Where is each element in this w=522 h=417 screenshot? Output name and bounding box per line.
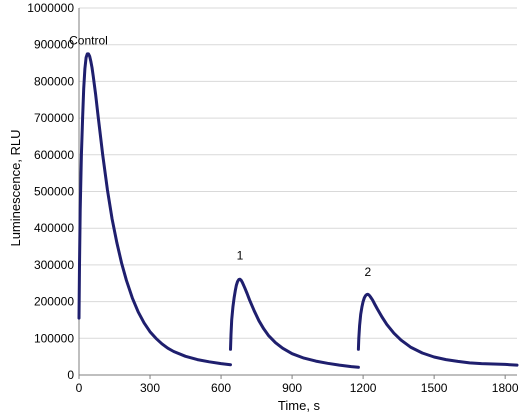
y-tick-label: 0 — [67, 368, 74, 382]
y-tick-label: 400000 — [34, 221, 74, 235]
x-tick-label: 1200 — [350, 381, 377, 395]
y-tick-label: 200000 — [34, 295, 74, 309]
annotation-label: Control — [69, 34, 108, 48]
gridlines — [79, 7, 517, 339]
x-axis-title: Time, s — [278, 398, 321, 413]
y-tick-label: 500000 — [34, 185, 74, 199]
y-tick-label: 100000 — [34, 331, 74, 345]
series-line — [229, 277, 360, 369]
series-line — [356, 292, 519, 367]
x-tick-label: 300 — [140, 381, 160, 395]
x-tick-label: 1800 — [492, 381, 519, 395]
annotation-label: 1 — [237, 248, 244, 262]
y-tick-label: 800000 — [34, 74, 74, 88]
x-tick-label: 1500 — [421, 381, 448, 395]
annotations: Control 1 2 — [69, 34, 371, 279]
x-tick-label: 900 — [282, 381, 302, 395]
x-tick-label: 0 — [76, 381, 83, 395]
y-tick-labels: 0 100000 200000 300000 400000 500000 600000 700… — [27, 1, 74, 382]
y-tick-label: 900000 — [34, 38, 74, 52]
y-tick-label: 700000 — [34, 111, 74, 125]
y-tick-label: 600000 — [34, 148, 74, 162]
annotation-label: 2 — [364, 265, 371, 279]
y-tick-label: 1000000 — [27, 1, 74, 15]
y-axis-title: Luminescence, RLU — [8, 129, 23, 246]
x-tick-label: 600 — [211, 381, 231, 395]
series-lines — [77, 52, 519, 369]
series-line — [77, 52, 232, 367]
x-tick-labels: 0 300 600 900 1200 1500 1800 — [76, 381, 519, 395]
y-tick-label: 300000 — [34, 258, 74, 272]
